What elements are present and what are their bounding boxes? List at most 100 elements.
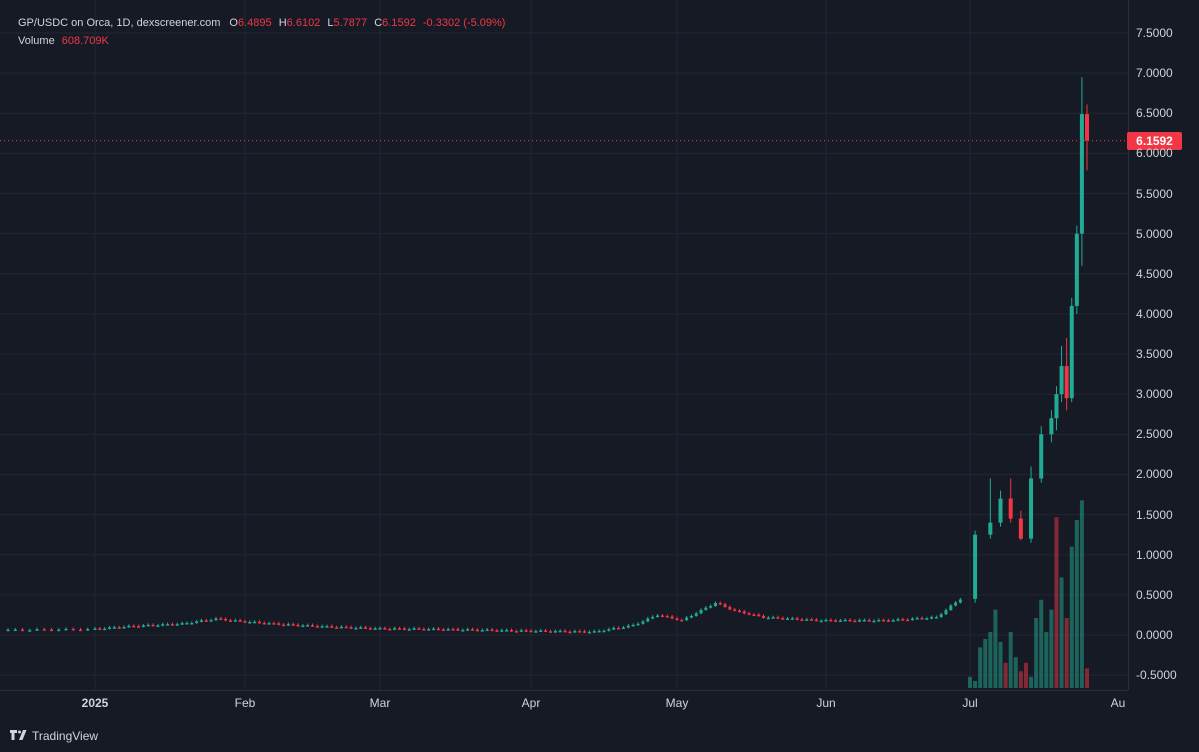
candle-body bbox=[485, 629, 489, 632]
volume-bar bbox=[1085, 668, 1089, 688]
volume-bar bbox=[1064, 618, 1069, 688]
candle-body bbox=[451, 629, 455, 631]
candle-body bbox=[636, 623, 640, 626]
candle-body bbox=[704, 607, 708, 610]
volume-bar bbox=[1008, 632, 1013, 688]
candle-body bbox=[843, 619, 847, 622]
y-tick-label: -0.5000 bbox=[1136, 668, 1177, 683]
candle-body bbox=[723, 604, 727, 607]
candle-body bbox=[670, 616, 674, 619]
tradingview-logo[interactable]: TradingView bbox=[10, 729, 98, 743]
candle-body bbox=[834, 620, 838, 622]
candle-body bbox=[925, 618, 929, 620]
candle-body bbox=[733, 609, 737, 612]
candle-body bbox=[578, 631, 582, 633]
candle-body bbox=[291, 624, 295, 626]
candle-body bbox=[368, 628, 372, 630]
open-value: 6.4895 bbox=[237, 17, 272, 29]
candle-body bbox=[621, 627, 625, 630]
candle-body bbox=[1049, 418, 1054, 435]
candle-body bbox=[349, 627, 353, 629]
candle-body bbox=[656, 615, 660, 618]
candle-body bbox=[228, 620, 232, 622]
candle-body bbox=[388, 629, 392, 631]
candle-body bbox=[867, 620, 871, 622]
candle-body bbox=[471, 629, 475, 631]
close-value: 6.1592 bbox=[382, 17, 416, 29]
candle-body bbox=[973, 534, 978, 599]
volume-bar bbox=[1023, 662, 1028, 688]
candle-body bbox=[795, 618, 799, 620]
candle-body bbox=[344, 626, 348, 629]
candle-body bbox=[64, 628, 68, 631]
last-price-tag: 6.1592 bbox=[1127, 131, 1182, 150]
candle-body bbox=[6, 629, 10, 632]
candle-body bbox=[311, 625, 314, 627]
y-tick-label: 0.5000 bbox=[1136, 587, 1173, 602]
candle-body bbox=[1008, 498, 1013, 519]
price-chart[interactable] bbox=[0, 0, 1128, 690]
candle-body bbox=[665, 616, 669, 618]
candle-body bbox=[1059, 366, 1064, 395]
candle-body bbox=[112, 627, 116, 629]
candle-body bbox=[354, 628, 358, 630]
candle-body bbox=[709, 606, 713, 608]
candle-body bbox=[819, 620, 823, 623]
candle-body bbox=[790, 618, 794, 620]
candle-body bbox=[253, 621, 257, 624]
candle-body bbox=[641, 621, 645, 624]
candle-body bbox=[364, 627, 368, 629]
candle-body bbox=[776, 617, 780, 619]
candle-body bbox=[108, 627, 112, 629]
candle-body bbox=[98, 628, 102, 631]
candle-body bbox=[675, 618, 679, 621]
candle-body bbox=[79, 629, 82, 632]
candle-body bbox=[166, 624, 170, 626]
candle-body bbox=[877, 619, 881, 622]
ohlc-legend: GP/USDC on Orca, 1D, dexscreener.com O6.… bbox=[18, 17, 505, 29]
chart-area[interactable] bbox=[0, 0, 1128, 690]
candle-body bbox=[170, 624, 174, 626]
volume-bar bbox=[1029, 676, 1034, 688]
candle-body bbox=[190, 623, 194, 625]
candle-body bbox=[1079, 114, 1084, 234]
x-tick-label: Jul bbox=[962, 696, 978, 710]
candle-body bbox=[896, 619, 900, 621]
y-tick-label: 0.0000 bbox=[1136, 628, 1173, 642]
candle-body bbox=[248, 622, 252, 624]
candle-body bbox=[612, 627, 616, 630]
candle-body bbox=[185, 623, 189, 625]
low-value: 5.7877 bbox=[333, 17, 368, 29]
candle-body bbox=[35, 629, 39, 631]
candle-body bbox=[886, 620, 890, 622]
candle-body bbox=[373, 628, 377, 630]
candle-body bbox=[412, 628, 416, 630]
candle-body bbox=[137, 626, 141, 628]
candle-body bbox=[824, 619, 828, 622]
candle-body bbox=[838, 620, 842, 622]
volume-bar bbox=[1054, 517, 1059, 688]
candle-body bbox=[209, 620, 213, 622]
footer bbox=[0, 720, 1199, 752]
candle-body bbox=[359, 627, 363, 629]
candle-body bbox=[296, 624, 300, 627]
candle-body bbox=[427, 629, 431, 631]
symbol-label[interactable]: GP/USDC on Orca, 1D, dexscreener.com bbox=[18, 17, 221, 29]
x-tick-label: Feb bbox=[234, 696, 256, 710]
candle-body bbox=[199, 620, 203, 622]
candle-body bbox=[757, 614, 761, 617]
y-tick-label: 4.0000 bbox=[1136, 306, 1173, 321]
candle-body bbox=[891, 620, 895, 622]
price-axis-divider bbox=[1128, 0, 1129, 690]
candle-body bbox=[151, 624, 155, 627]
candle-body bbox=[117, 627, 121, 629]
y-tick-label: 2.0000 bbox=[1136, 467, 1173, 482]
candle-body bbox=[21, 629, 24, 632]
candle-body bbox=[335, 627, 339, 629]
candle-body bbox=[694, 613, 698, 616]
candle-body bbox=[86, 629, 90, 631]
candle-body bbox=[685, 617, 689, 621]
volume-bar bbox=[988, 632, 993, 688]
candle-body bbox=[272, 623, 276, 625]
candle-body bbox=[563, 630, 567, 633]
